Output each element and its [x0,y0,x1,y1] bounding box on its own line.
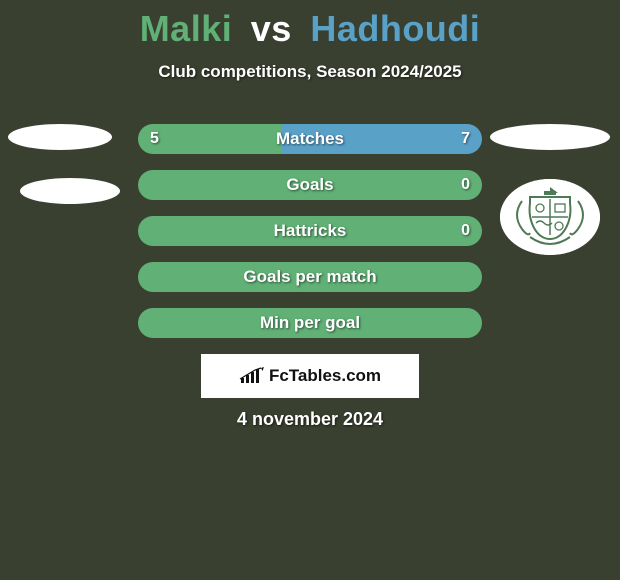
bar-value-left: 5 [150,130,159,148]
bar-value-right: 7 [461,130,470,148]
bar-label: Hattricks [274,221,347,241]
team-logo-left [20,178,120,204]
team-logo-left [8,124,112,150]
bar-value-right: 0 [461,176,470,194]
chart-icon [239,367,265,385]
comparison-infographic: Malki vs Hadhoudi Club competitions, Sea… [0,0,620,580]
stat-bar: Hattricks 0 [138,216,482,246]
title-player-right: Hadhoudi [310,8,480,49]
bar-label: Goals [286,175,333,195]
branding: FcTables.com [201,354,419,398]
stat-bar: Matches 5 7 [138,124,482,154]
footer-date: 4 november 2024 [237,409,383,430]
title-player-left: Malki [140,8,233,49]
title-vs: vs [251,8,292,49]
subtitle: Club competitions, Season 2024/2025 [158,62,461,82]
stat-bars: Matches 5 7 Goals 0 Hattricks 0 Goals per match… [138,124,482,354]
bar-value-right: 0 [461,222,470,240]
bar-label: Min per goal [260,313,360,333]
branding-text: FcTables.com [269,366,381,386]
bar-label: Matches [276,129,344,149]
stat-bar: Goals 0 [138,170,482,200]
stat-bar: Min per goal [138,308,482,338]
bar-label: Goals per match [243,267,376,287]
crest-icon [500,179,600,255]
team-logo-right [490,124,610,150]
page-title: Malki vs Hadhoudi [140,8,481,50]
bar-segment-left [138,124,281,154]
stat-bar: Goals per match [138,262,482,292]
club-crest [500,179,600,255]
